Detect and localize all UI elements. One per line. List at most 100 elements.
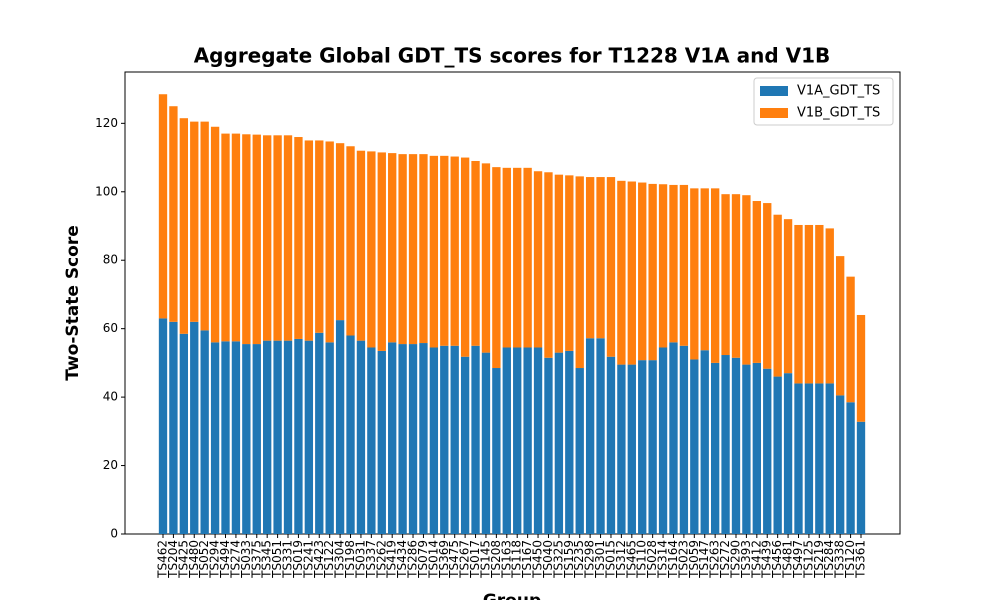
- x-tick-label: TS159: [562, 540, 576, 579]
- x-tick-label: TS312: [614, 540, 628, 579]
- bar-segment: [523, 347, 532, 534]
- bar-segment: [502, 167, 511, 348]
- x-tick-label: TS272: [718, 540, 732, 579]
- bar-segment: [190, 121, 199, 322]
- x-tick-label: TS059: [687, 540, 701, 579]
- y-tick-label: 120: [95, 116, 118, 130]
- bar-segment: [565, 350, 574, 534]
- x-tick-label: TS052: [197, 540, 211, 579]
- bar-segment: [242, 344, 251, 534]
- x-tick-label: TS419: [385, 540, 399, 579]
- bar-segment: [533, 347, 543, 534]
- bar-segment: [752, 201, 761, 363]
- y-tick-label: 100: [95, 184, 118, 198]
- bar-segment: [585, 338, 595, 534]
- bar-segment: [450, 156, 459, 346]
- x-tick-label: TS361: [854, 540, 868, 579]
- bar-segment: [606, 177, 616, 357]
- x-tick-label: TS338: [833, 540, 847, 579]
- bar-segment: [773, 376, 782, 534]
- x-tick-label: TS290: [728, 540, 742, 579]
- bar-segment: [804, 383, 814, 534]
- bar-segment: [804, 224, 814, 384]
- x-tick-label: TS301: [593, 540, 607, 579]
- bar-segment: [419, 154, 428, 344]
- bar-segment: [471, 160, 480, 346]
- x-tick-label: TS262: [374, 540, 388, 579]
- x-tick-label: TS031: [353, 540, 367, 579]
- legend-label: V1A_GDT_TS: [797, 84, 880, 99]
- bar-segment: [627, 364, 636, 534]
- bar-segment: [565, 175, 574, 351]
- x-tick-label: TS241: [301, 540, 315, 579]
- x-tick-label: TS120: [843, 540, 857, 579]
- bar-segment: [460, 157, 470, 357]
- bar-segment: [388, 342, 397, 534]
- bar-segment: [763, 368, 772, 534]
- bar-segment: [575, 176, 584, 369]
- x-tick-label: TS014: [426, 540, 440, 579]
- bar-segment: [825, 383, 834, 534]
- bar-segment: [835, 395, 845, 534]
- bar-segment: [835, 256, 845, 396]
- y-tick-label: 60: [103, 321, 118, 335]
- bar-segment: [210, 342, 220, 534]
- x-axis-label: Group: [483, 591, 541, 600]
- bar-segment: [742, 364, 751, 534]
- bar-segment: [179, 333, 189, 534]
- x-tick-label: TS198: [343, 540, 357, 579]
- bar-segment: [304, 340, 314, 534]
- bar-segment: [846, 276, 855, 403]
- x-tick-label: TS147: [697, 540, 711, 579]
- bar-segment: [596, 177, 605, 339]
- bar-segment: [294, 137, 303, 339]
- bar-segment: [700, 188, 709, 351]
- x-tick-label: TS118: [510, 540, 524, 579]
- bar-segment: [200, 330, 209, 534]
- x-tick-label: TS284: [822, 540, 836, 579]
- bar-segment: [388, 153, 397, 343]
- bar-segment: [658, 184, 668, 348]
- x-tick-label: TS163: [499, 540, 513, 579]
- bar-segment: [815, 224, 824, 384]
- x-tick-label: TS393: [739, 540, 753, 579]
- bar-segment: [763, 203, 772, 369]
- bar-segment: [825, 228, 834, 384]
- bar-segment: [554, 352, 564, 534]
- bar-segment: [679, 184, 689, 346]
- bar-segment: [283, 135, 293, 341]
- bar-segment: [179, 118, 189, 334]
- x-tick-label: TS079: [416, 540, 430, 579]
- bar-segment: [481, 352, 491, 534]
- plot-frame: [124, 71, 901, 535]
- x-tick-label: TS167: [520, 540, 534, 579]
- bar-segment: [627, 181, 636, 365]
- bar-segment: [450, 345, 459, 534]
- bar-segment: [690, 188, 699, 360]
- bar-segment: [742, 195, 751, 365]
- bar-segment: [398, 344, 407, 534]
- x-tick-label: TS040: [541, 540, 555, 579]
- x-tick-label: TS122: [322, 540, 336, 579]
- bar-segment: [242, 134, 251, 345]
- bar-segment: [315, 140, 324, 333]
- x-tick-label: TS023: [676, 540, 690, 579]
- bar-segment: [419, 343, 428, 534]
- bar-segment: [700, 350, 709, 534]
- x-tick-label: TS412: [749, 540, 763, 579]
- bar-segment: [440, 155, 449, 346]
- bar-segment: [325, 342, 334, 534]
- bar-segment: [273, 135, 282, 341]
- x-tick-label: TS337: [364, 540, 378, 579]
- bar-segment: [304, 140, 314, 341]
- x-tick-label: TS286: [406, 540, 420, 579]
- bar-segment: [408, 154, 418, 345]
- x-tick-label: TS434: [395, 540, 409, 579]
- bar-segment: [523, 167, 532, 348]
- bar-segment: [200, 121, 209, 331]
- bar-segment: [648, 183, 657, 361]
- bar-segment: [346, 146, 355, 336]
- x-tick-label: TS439: [760, 540, 774, 579]
- bar-segment: [721, 355, 730, 534]
